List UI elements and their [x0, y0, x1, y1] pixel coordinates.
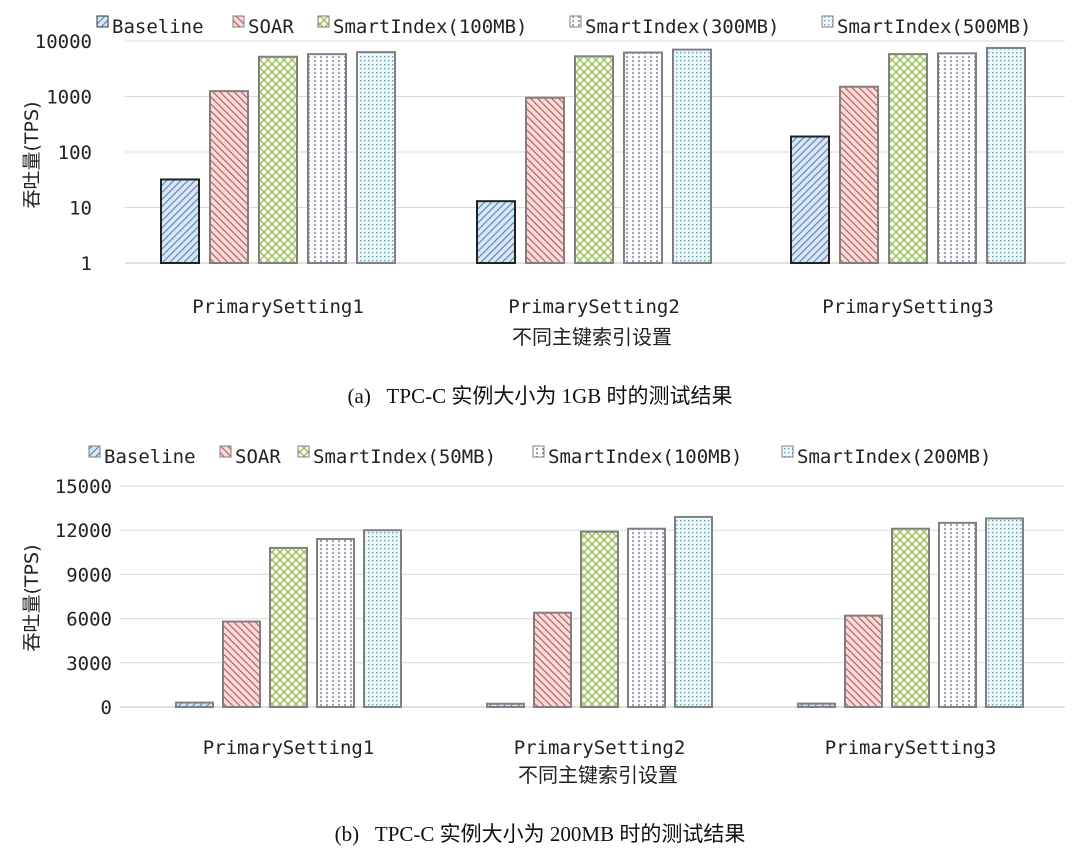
legend-label-baseline: Baseline [104, 446, 196, 468]
y-tick-label: 3000 [66, 653, 112, 675]
chart-b-legend: Baseline SOAR SmartIndex(50MB) SmartInde… [88, 445, 991, 468]
legend-item-smartindex-500mb: SmartIndex(500MB) [821, 15, 1031, 38]
legend-swatch-smartindex-50mb [297, 445, 310, 458]
legend-swatch-baseline [88, 445, 101, 458]
legend-swatch-smartindex-100mb [317, 15, 330, 28]
chart-b-x-axis-label: 不同主键索引设置 [518, 763, 678, 787]
legend-label-baseline: Baseline [112, 16, 204, 38]
chart-a-x-axis-label: 不同主键索引设置 [512, 325, 672, 349]
legend-swatch-soar [232, 15, 245, 28]
chart-a: Baseline SOAR SmartIndex(100MB) SmartInd… [21, 15, 1065, 408]
y-tick-label: 1 [81, 253, 92, 275]
bar-smartindex-100mb-primarysetting2 [574, 55, 614, 264]
legend-item-soar: SOAR [219, 445, 281, 468]
bar-smartindex-300mb-primarysetting1 [307, 53, 347, 264]
chart-b-y-axis-label: 吞吐量(TPS) [21, 545, 43, 652]
legend-label-soar: SOAR [235, 446, 281, 468]
bar-smartindex-100mb-primarysetting1 [258, 55, 298, 265]
y-tick-label: 100 [58, 142, 92, 164]
chart-a-bars [160, 46, 1026, 265]
legend-item-baseline: Baseline [88, 445, 196, 468]
chart-b-y-tick-labels: 0 3000 6000 9000 12000 15000 [55, 476, 112, 719]
legend-item-smartindex-100mb: SmartIndex(100MB) [532, 445, 742, 468]
bar-smartindex-100mb-primarysetting1 [316, 538, 355, 708]
x-category-label: PrimarySetting2 [514, 737, 686, 759]
x-category-label: PrimarySetting3 [825, 737, 997, 759]
chart-b-category-labels: PrimarySetting1 PrimarySetting2 PrimarySet… [203, 737, 997, 759]
chart-a-y-tick-labels: 1 10 100 1000 10000 [35, 31, 92, 275]
legend-item-soar: SOAR [232, 15, 294, 38]
bar-baseline-primarysetting3 [797, 702, 836, 708]
chart-a-category-labels: PrimarySetting1 PrimarySetting2 PrimarySet… [192, 296, 994, 318]
bar-baseline-primarysetting2 [486, 702, 525, 709]
x-category-label: PrimarySetting1 [203, 737, 375, 759]
legend-swatch-smartindex-200mb [781, 445, 794, 458]
legend-item-smartindex-100mb: SmartIndex(100MB) [317, 15, 527, 38]
x-category-label: PrimarySetting2 [508, 296, 680, 318]
bar-smartindex-200mb-primarysetting2 [674, 515, 713, 708]
legend-item-baseline: Baseline [96, 15, 204, 38]
legend-swatch-smartindex-300mb [569, 15, 582, 28]
chart-a-legend: Baseline SOAR SmartIndex(100MB) SmartInd… [96, 15, 1031, 38]
y-tick-label: 15000 [55, 476, 112, 498]
chart-b-bars [175, 515, 1024, 709]
bar-smartindex-100mb-primarysetting3 [888, 53, 928, 264]
chart-b-caption: (b) TPC-C 实例大小为 200MB 时的测试结果 [335, 822, 746, 846]
legend-label-smartindex-50mb: SmartIndex(50MB) [313, 446, 496, 468]
bar-smartindex-300mb-primarysetting2 [623, 51, 663, 264]
x-category-label: PrimarySetting3 [822, 296, 994, 318]
y-tick-label: 12000 [55, 520, 112, 542]
legend-label-smartindex-500mb: SmartIndex(500MB) [837, 16, 1031, 38]
bar-smartindex-300mb-primarysetting3 [937, 52, 977, 264]
bar-smartindex-500mb-primarysetting3 [986, 46, 1026, 265]
y-tick-label: 0 [101, 697, 112, 719]
legend-item-smartindex-50mb: SmartIndex(50MB) [297, 445, 496, 468]
legend-label-soar: SOAR [248, 16, 294, 38]
y-tick-label: 10000 [35, 31, 92, 53]
legend-swatch-baseline [96, 15, 109, 28]
chart-b: Baseline SOAR SmartIndex(50MB) SmartInde… [21, 445, 1065, 846]
y-tick-label: 10 [69, 198, 92, 220]
legend-item-smartindex-300mb: SmartIndex(300MB) [569, 15, 779, 38]
y-tick-label: 9000 [66, 564, 112, 586]
bar-smartindex-50mb-primarysetting3 [891, 527, 930, 709]
bar-soar-primarysetting3 [844, 614, 883, 708]
bar-smartindex-200mb-primarysetting1 [363, 529, 402, 709]
bar-smartindex-50mb-primarysetting1 [269, 546, 308, 708]
bar-smartindex-100mb-primarysetting2 [627, 527, 666, 709]
bar-smartindex-50mb-primarysetting2 [580, 530, 619, 708]
bar-smartindex-200mb-primarysetting3 [985, 517, 1024, 708]
bar-soar-primarysetting3 [839, 85, 879, 265]
legend-swatch-smartindex-500mb [821, 15, 834, 28]
bar-baseline-primarysetting3 [790, 135, 830, 264]
legend-label-smartindex-300mb: SmartIndex(300MB) [585, 16, 779, 38]
bar-smartindex-100mb-primarysetting3 [938, 521, 977, 708]
bar-soar-primarysetting2 [533, 611, 572, 708]
legend-swatch-soar [219, 445, 232, 458]
legend-swatch-smartindex-100mb [532, 445, 545, 458]
bar-baseline-primarysetting2 [476, 200, 516, 265]
bar-soar-primarysetting1 [222, 620, 261, 709]
bar-soar-primarysetting2 [525, 96, 565, 264]
legend-item-smartindex-200mb: SmartIndex(200MB) [781, 445, 991, 468]
x-category-label: PrimarySetting1 [192, 296, 364, 318]
y-tick-label: 1000 [46, 87, 92, 109]
bar-smartindex-500mb-primarysetting1 [356, 51, 396, 265]
y-tick-label: 6000 [66, 609, 112, 631]
legend-label-smartindex-200mb: SmartIndex(200MB) [797, 446, 991, 468]
chart-a-y-axis-label: 吞吐量(TPS) [21, 102, 43, 209]
bar-baseline-primarysetting1 [160, 178, 200, 264]
legend-label-smartindex-100mb: SmartIndex(100MB) [548, 446, 742, 468]
bar-baseline-primarysetting1 [175, 701, 214, 709]
bar-soar-primarysetting1 [209, 90, 249, 264]
chart-a-caption: (a) TPC-C 实例大小为 1GB 时的测试结果 [348, 384, 733, 408]
bar-smartindex-500mb-primarysetting2 [672, 48, 712, 264]
legend-label-smartindex-100mb: SmartIndex(100MB) [333, 16, 527, 38]
